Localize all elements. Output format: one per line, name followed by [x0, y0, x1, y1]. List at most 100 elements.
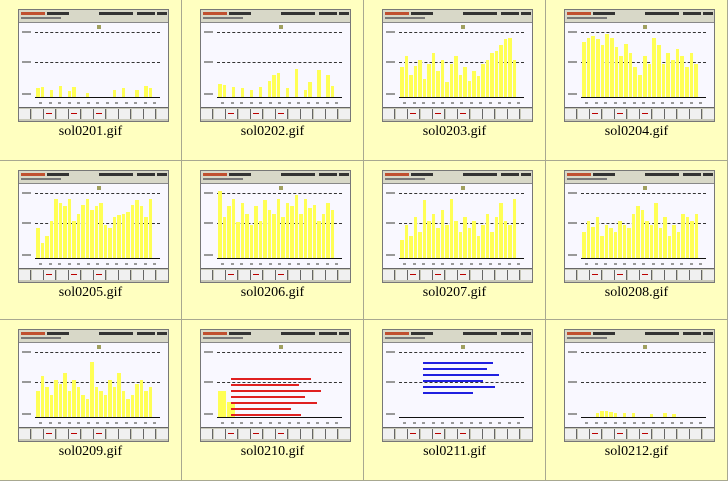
chart-bar	[121, 213, 125, 258]
x-tick-label	[441, 422, 444, 424]
y-tick-label	[568, 31, 577, 34]
footer-cell	[31, 429, 44, 439]
y-tick-label	[386, 381, 395, 383]
header-mark	[137, 173, 155, 176]
thumbnail-caption[interactable]: sol0205.gif	[58, 285, 123, 300]
thumbnail-image[interactable]	[382, 9, 533, 122]
gridline	[217, 352, 342, 354]
x-tick-label	[699, 263, 702, 265]
x-tick-label	[316, 102, 319, 104]
header-mark	[137, 12, 155, 15]
thumbnail-image[interactable]	[382, 170, 533, 283]
chart-bar	[494, 217, 498, 258]
thumbnail-caption[interactable]: sol0211.gif	[423, 444, 486, 459]
footer-mark	[410, 113, 416, 114]
thumbnail-footer	[19, 268, 168, 282]
thumbnail-image[interactable]	[200, 9, 351, 122]
chart-bar	[431, 52, 435, 97]
x-tick-label	[48, 102, 52, 104]
thumbnail-image[interactable]	[18, 170, 169, 283]
y-tick-label	[386, 222, 395, 224]
chart-bar	[600, 235, 604, 258]
x-tick-label	[124, 263, 128, 265]
chart-bar	[458, 74, 462, 97]
plot-area	[568, 187, 706, 268]
chart-bar	[508, 37, 512, 97]
footer-cell	[56, 429, 69, 439]
y-tick-label	[386, 254, 395, 256]
thumbnail-caption[interactable]: sol0207.gif	[422, 285, 487, 300]
chart-bar	[112, 89, 116, 97]
chart-bar	[670, 60, 675, 97]
chart-bar	[694, 63, 698, 97]
thumbnail-image[interactable]	[200, 329, 351, 442]
thumbnail-image[interactable]	[382, 329, 533, 442]
footer-cell	[565, 109, 577, 119]
footer-mark	[435, 433, 441, 434]
footer-cell	[19, 270, 31, 280]
footer-cell	[276, 109, 288, 119]
chart-bar	[409, 235, 413, 258]
chart-marker	[279, 186, 283, 190]
chart-bar	[254, 206, 258, 258]
baseline	[217, 417, 342, 418]
header-mark	[683, 12, 701, 15]
thumbnail-image[interactable]	[564, 170, 715, 283]
footer-cell	[508, 109, 520, 119]
footer-cell	[313, 109, 326, 119]
chart-bar	[285, 88, 289, 97]
header-subline	[21, 178, 61, 180]
thumbnail-caption[interactable]: sol0203.gif	[422, 124, 487, 139]
thumbnail-image[interactable]	[564, 329, 715, 442]
chart-bar	[76, 387, 80, 417]
header-mark	[21, 173, 45, 176]
footer-cell	[313, 270, 326, 280]
footer-cell	[119, 270, 131, 280]
thumbnail-image[interactable]	[18, 9, 169, 122]
chart-bar	[326, 202, 330, 258]
footer-cell	[288, 429, 301, 439]
x-tick-label	[96, 422, 99, 424]
thumbnail-caption[interactable]: sol0204.gif	[604, 124, 669, 139]
thumbnail-image[interactable]	[564, 9, 715, 122]
footer-cell	[326, 109, 338, 119]
footer-mark	[460, 274, 466, 275]
chart-bar	[604, 224, 608, 258]
x-tick-label	[230, 263, 234, 265]
x-tick-label	[594, 422, 598, 424]
x-tick-label	[699, 422, 702, 424]
thumbnail-caption[interactable]: sol0212.gif	[604, 444, 669, 459]
chart-bar	[476, 76, 480, 97]
chart-bar	[431, 213, 435, 258]
chart-bar	[604, 411, 608, 417]
x-tick-label	[325, 422, 329, 424]
chart-bar	[422, 200, 426, 258]
x-tick-label	[613, 422, 617, 424]
footer-cell	[590, 270, 602, 280]
thumbnail-caption[interactable]: sol0208.gif	[604, 285, 669, 300]
header-mark	[319, 12, 337, 15]
thumbnail-image[interactable]	[200, 170, 351, 283]
thumbnail-caption[interactable]: sol0202.gif	[240, 124, 305, 139]
thumbnail-caption[interactable]: sol0206.gif	[240, 285, 305, 300]
footer-cell	[577, 270, 590, 280]
footer-cell	[590, 429, 602, 439]
x-tick-label	[498, 102, 501, 104]
thumbnail-caption[interactable]: sol0201.gif	[58, 124, 123, 139]
message-text-line	[231, 414, 301, 416]
x-tick-label	[48, 263, 52, 265]
y-tick-label	[386, 192, 395, 195]
chart-bar	[633, 67, 638, 97]
thumbnail-image[interactable]	[18, 329, 169, 442]
thumbnail-header	[565, 330, 714, 343]
chart-bar	[72, 87, 76, 97]
y-tick-label	[204, 31, 213, 34]
x-tick-label	[517, 102, 520, 104]
chart-bar	[418, 60, 422, 97]
footer-cell	[420, 270, 433, 280]
thumbnail-caption[interactable]: sol0209.gif	[58, 444, 123, 459]
chart-bar	[467, 228, 471, 258]
header-subline	[385, 17, 425, 19]
header-subline	[567, 337, 607, 339]
thumbnail-caption[interactable]: sol0210.gif	[240, 444, 305, 459]
